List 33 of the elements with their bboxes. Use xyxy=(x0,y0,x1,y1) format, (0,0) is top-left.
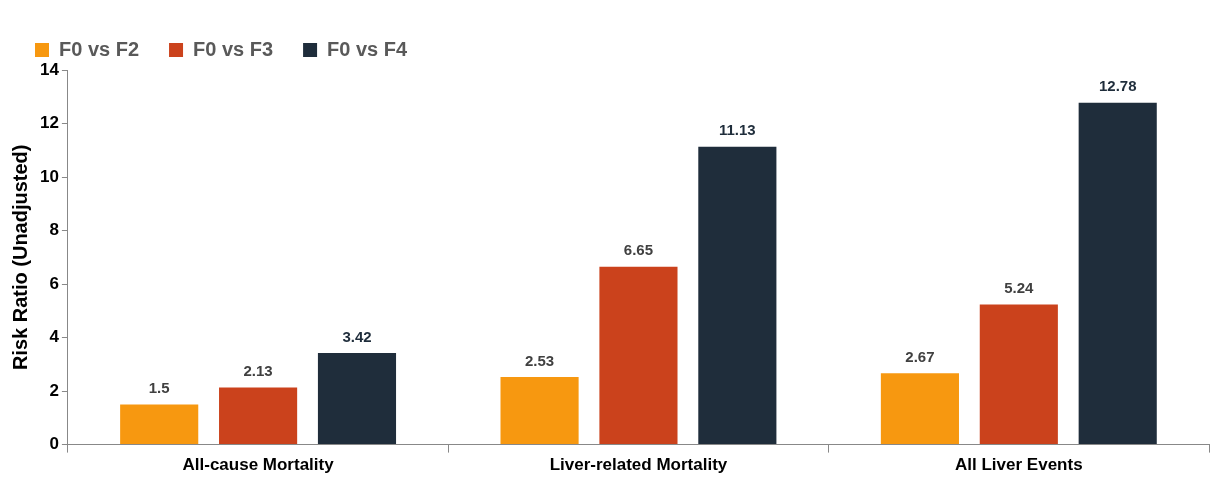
data-label: 2.53 xyxy=(524,351,555,369)
x-tick-label: All-cause Mortality xyxy=(182,455,335,475)
x-tick-label: Liver-related Mortality xyxy=(549,455,728,475)
y-tick-label: 14 xyxy=(39,59,60,79)
y-tick-label: 6 xyxy=(49,273,59,293)
y-tick-label: 10 xyxy=(39,166,59,186)
bar xyxy=(698,146,777,445)
y-tick-label: 8 xyxy=(49,220,59,240)
bar xyxy=(500,376,579,445)
data-label: 12.78 xyxy=(1098,77,1137,95)
legend-label: F0 vs F4 xyxy=(327,37,408,60)
y-tick-label: 0 xyxy=(49,434,59,454)
data-label: 2.67 xyxy=(905,347,935,365)
y-axis-title: Risk Ratio (Unadjusted) xyxy=(8,144,31,371)
bar xyxy=(1078,102,1157,445)
y-tick-label: 12 xyxy=(39,113,59,133)
data-label: 11.13 xyxy=(718,121,756,139)
bar xyxy=(120,404,199,445)
bar xyxy=(219,387,298,445)
bar xyxy=(979,304,1058,445)
legend-label: F0 vs F2 xyxy=(59,37,140,60)
bar xyxy=(880,373,959,445)
data-label: 5.24 xyxy=(1004,279,1035,297)
bar xyxy=(599,266,678,445)
data-label: 1.5 xyxy=(148,379,170,397)
bar xyxy=(317,353,397,445)
x-tick-label: All Liver Events xyxy=(955,455,1083,475)
legend-label: F0 vs F3 xyxy=(193,37,274,60)
y-tick-label: 4 xyxy=(49,327,60,347)
data-label: 3.42 xyxy=(342,327,372,345)
data-label: 2.13 xyxy=(243,362,273,380)
y-tick-label: 2 xyxy=(49,380,59,400)
data-label: 6.65 xyxy=(623,241,654,259)
